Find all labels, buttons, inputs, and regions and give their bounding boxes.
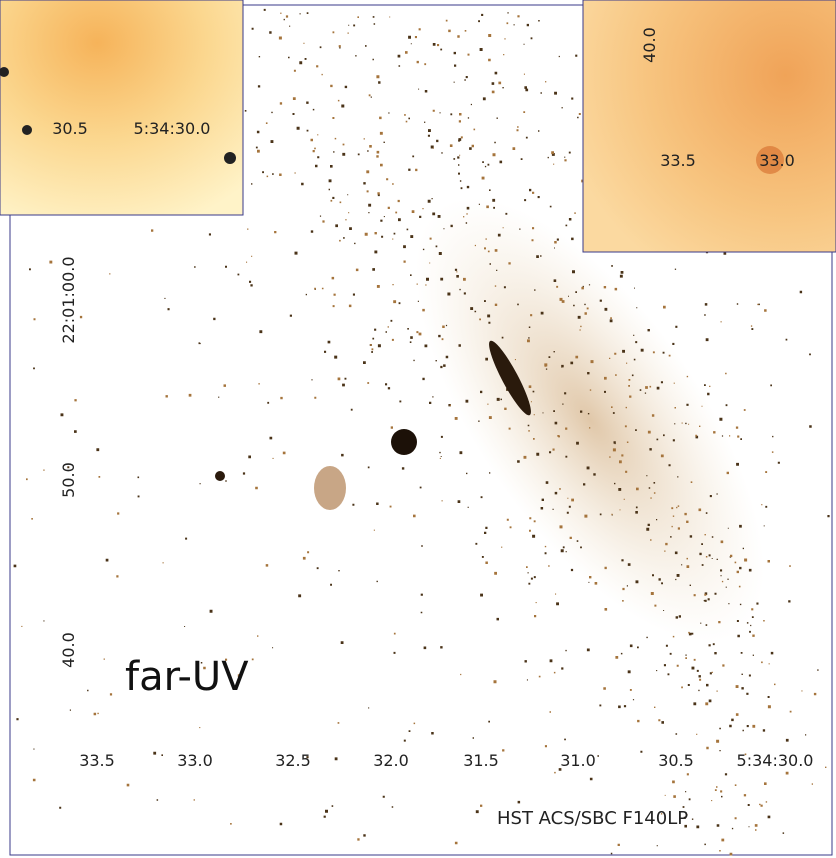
tick-label: 40.0 [59,632,78,668]
tick-label: 32.5 [275,751,311,770]
tick-label: 32.0 [373,751,409,770]
tick-label: 33.0 [177,751,213,770]
tick-label: 31.0 [560,751,596,770]
diffuse-emission [415,197,765,643]
inset-frame [0,0,244,216]
inset-right: 40.0 33.5 33.0 [582,0,836,253]
inset-frame [582,0,836,253]
tick-label: 30.5 [52,119,88,138]
tick-label: 40.0 [640,27,659,63]
tick-label: 30.5 [658,751,694,770]
source [314,466,346,510]
tick-label: 33.0 [759,151,795,170]
y-axis-labels: 22:01:00.0 50.0 40.0 [59,256,78,667]
x-axis-labels: 33.5 33.0 32.5 32.0 31.5 31.0 30.5 5:34:30.0 [79,751,813,770]
tick-label: 5:34:30.0 [134,119,211,138]
star [224,152,236,164]
tick-label: 22:01:00.0 [59,256,78,343]
tick-label: 33.5 [660,151,696,170]
star [22,125,32,135]
source [489,340,531,416]
source [756,146,784,174]
tick-label: 31.5 [463,751,499,770]
star [0,67,9,77]
tick-label: 5:34:30.0 [737,751,814,770]
tick-label: 33.5 [79,751,115,770]
source [215,471,225,481]
instrument-label: HST ACS/SBC F140LP [497,808,688,829]
inset-left: 30.5 5:34:30.0 [0,0,244,216]
source [391,429,417,455]
tick-label: 50.0 [59,462,78,498]
band-label: far-UV [125,654,249,700]
